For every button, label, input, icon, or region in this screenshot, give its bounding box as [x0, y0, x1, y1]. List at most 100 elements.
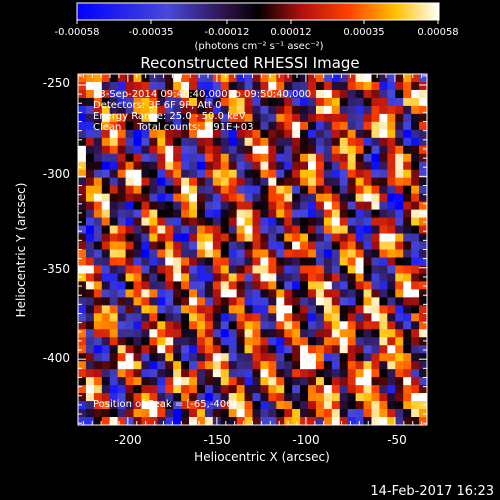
heatmap-cell — [117, 385, 127, 394]
heatmap-cell — [196, 249, 206, 259]
heatmap-cell — [157, 257, 166, 267]
heatmap-cell — [173, 393, 182, 402]
heatmap-cell — [331, 217, 341, 227]
heatmap-cell — [355, 121, 365, 131]
heatmap-cell — [157, 305, 166, 314]
heatmap-cell — [133, 177, 143, 187]
heatmap-cell — [363, 265, 373, 275]
heatmap-cell — [212, 129, 222, 139]
heatmap-cell — [228, 257, 238, 267]
heatmap-cell — [101, 393, 111, 402]
heatmap-cell — [252, 193, 262, 203]
heatmap-cell — [149, 241, 158, 251]
heatmap-cell — [276, 233, 285, 243]
heatmap-cell — [363, 193, 373, 203]
heatmap-cell — [204, 273, 214, 283]
heatmap-cell — [165, 273, 174, 283]
heatmap-cell — [403, 417, 412, 425]
heatmap-cell — [379, 305, 388, 314]
heatmap-cell — [212, 273, 222, 283]
heatmap-cell — [141, 265, 150, 275]
heatmap-cell — [284, 265, 293, 275]
heatmap-cell — [204, 385, 214, 394]
heatmap-cell — [339, 257, 349, 267]
heatmap-cell — [236, 281, 246, 290]
heatmap-cell — [157, 273, 166, 283]
heatmap-cell — [117, 329, 127, 338]
heatmap-cell — [292, 361, 301, 370]
heatmap-cell — [411, 297, 420, 306]
heatmap-cell — [403, 74, 412, 83]
heatmap-cell — [220, 265, 230, 275]
heatmap-cell — [252, 313, 262, 322]
heatmap-cell — [244, 393, 254, 402]
heatmap-cell — [395, 401, 404, 410]
heatmap-cell — [315, 337, 325, 346]
heatmap-cell — [212, 225, 222, 235]
heatmap-cell — [331, 377, 341, 386]
heatmap-cell — [315, 393, 325, 402]
heatmap-cell — [244, 201, 254, 211]
heatmap-cell — [284, 345, 293, 354]
heatmap-cell — [196, 257, 206, 267]
heatmap-cell — [165, 345, 174, 354]
heatmap-cell — [85, 353, 95, 362]
heatmap-cell — [85, 249, 95, 259]
heatmap-cell — [244, 74, 254, 83]
heatmap-cell — [244, 113, 254, 123]
heatmap-cell — [133, 409, 143, 418]
heatmap-cell — [276, 385, 285, 394]
heatmap-cell — [387, 329, 396, 338]
heatmap-cell — [133, 321, 143, 330]
heatmap-cell — [363, 153, 373, 163]
heatmap-cell — [141, 369, 150, 378]
heatmap-cell — [141, 409, 150, 418]
heatmap-cell — [379, 169, 388, 179]
heatmap-cell — [411, 217, 420, 227]
heatmap-cell — [339, 377, 349, 386]
heatmap-cell — [419, 393, 427, 402]
heatmap-cell — [85, 217, 95, 227]
heatmap-cell — [244, 233, 254, 243]
heatmap-cell — [339, 345, 349, 354]
heatmap-cell — [85, 281, 95, 290]
heatmap-cell — [228, 353, 238, 362]
heatmap-cell — [244, 361, 254, 370]
heatmap-cell — [181, 289, 190, 298]
heatmap-cell — [196, 393, 206, 402]
heatmap-cell — [125, 89, 135, 99]
heatmap-cell — [292, 105, 301, 115]
heatmap-cell — [125, 177, 135, 187]
heatmap-cell — [93, 265, 103, 275]
heatmap-cell — [85, 137, 95, 147]
heatmap-cell — [196, 361, 206, 370]
heatmap-cell — [181, 409, 190, 418]
heatmap-cell — [300, 257, 309, 267]
heatmap-cell — [117, 417, 127, 425]
heatmap-cell — [125, 153, 135, 163]
heatmap-cell — [212, 145, 222, 155]
heatmap-cell — [196, 153, 206, 163]
heatmap-cell — [315, 265, 325, 275]
heatmap-cell — [252, 169, 262, 179]
heatmap-cell — [189, 89, 198, 99]
heatmap-cell — [355, 313, 365, 322]
heatmap-cell — [220, 377, 230, 386]
colorbar-labels: -0.00058 -0.00035 -0.00012 0.00012 0.000… — [55, 27, 459, 38]
heatmap-cell — [212, 121, 222, 131]
heatmap-cell — [419, 417, 427, 425]
heatmap-cell — [157, 233, 166, 243]
heatmap-cell — [109, 281, 119, 290]
heatmap-cell — [292, 113, 301, 123]
heatmap-cell — [157, 289, 166, 298]
heatmap-cell — [165, 257, 174, 267]
heatmap-cell — [284, 385, 293, 394]
heatmap-cell — [284, 241, 293, 251]
heatmap-cell — [300, 169, 309, 179]
heatmap-cell — [212, 289, 222, 298]
heatmap-cell — [149, 121, 158, 131]
heatmap-cell — [339, 113, 349, 123]
heatmap-cell — [204, 401, 214, 410]
heatmap-cell — [109, 369, 119, 378]
heatmap-cell — [331, 129, 341, 139]
